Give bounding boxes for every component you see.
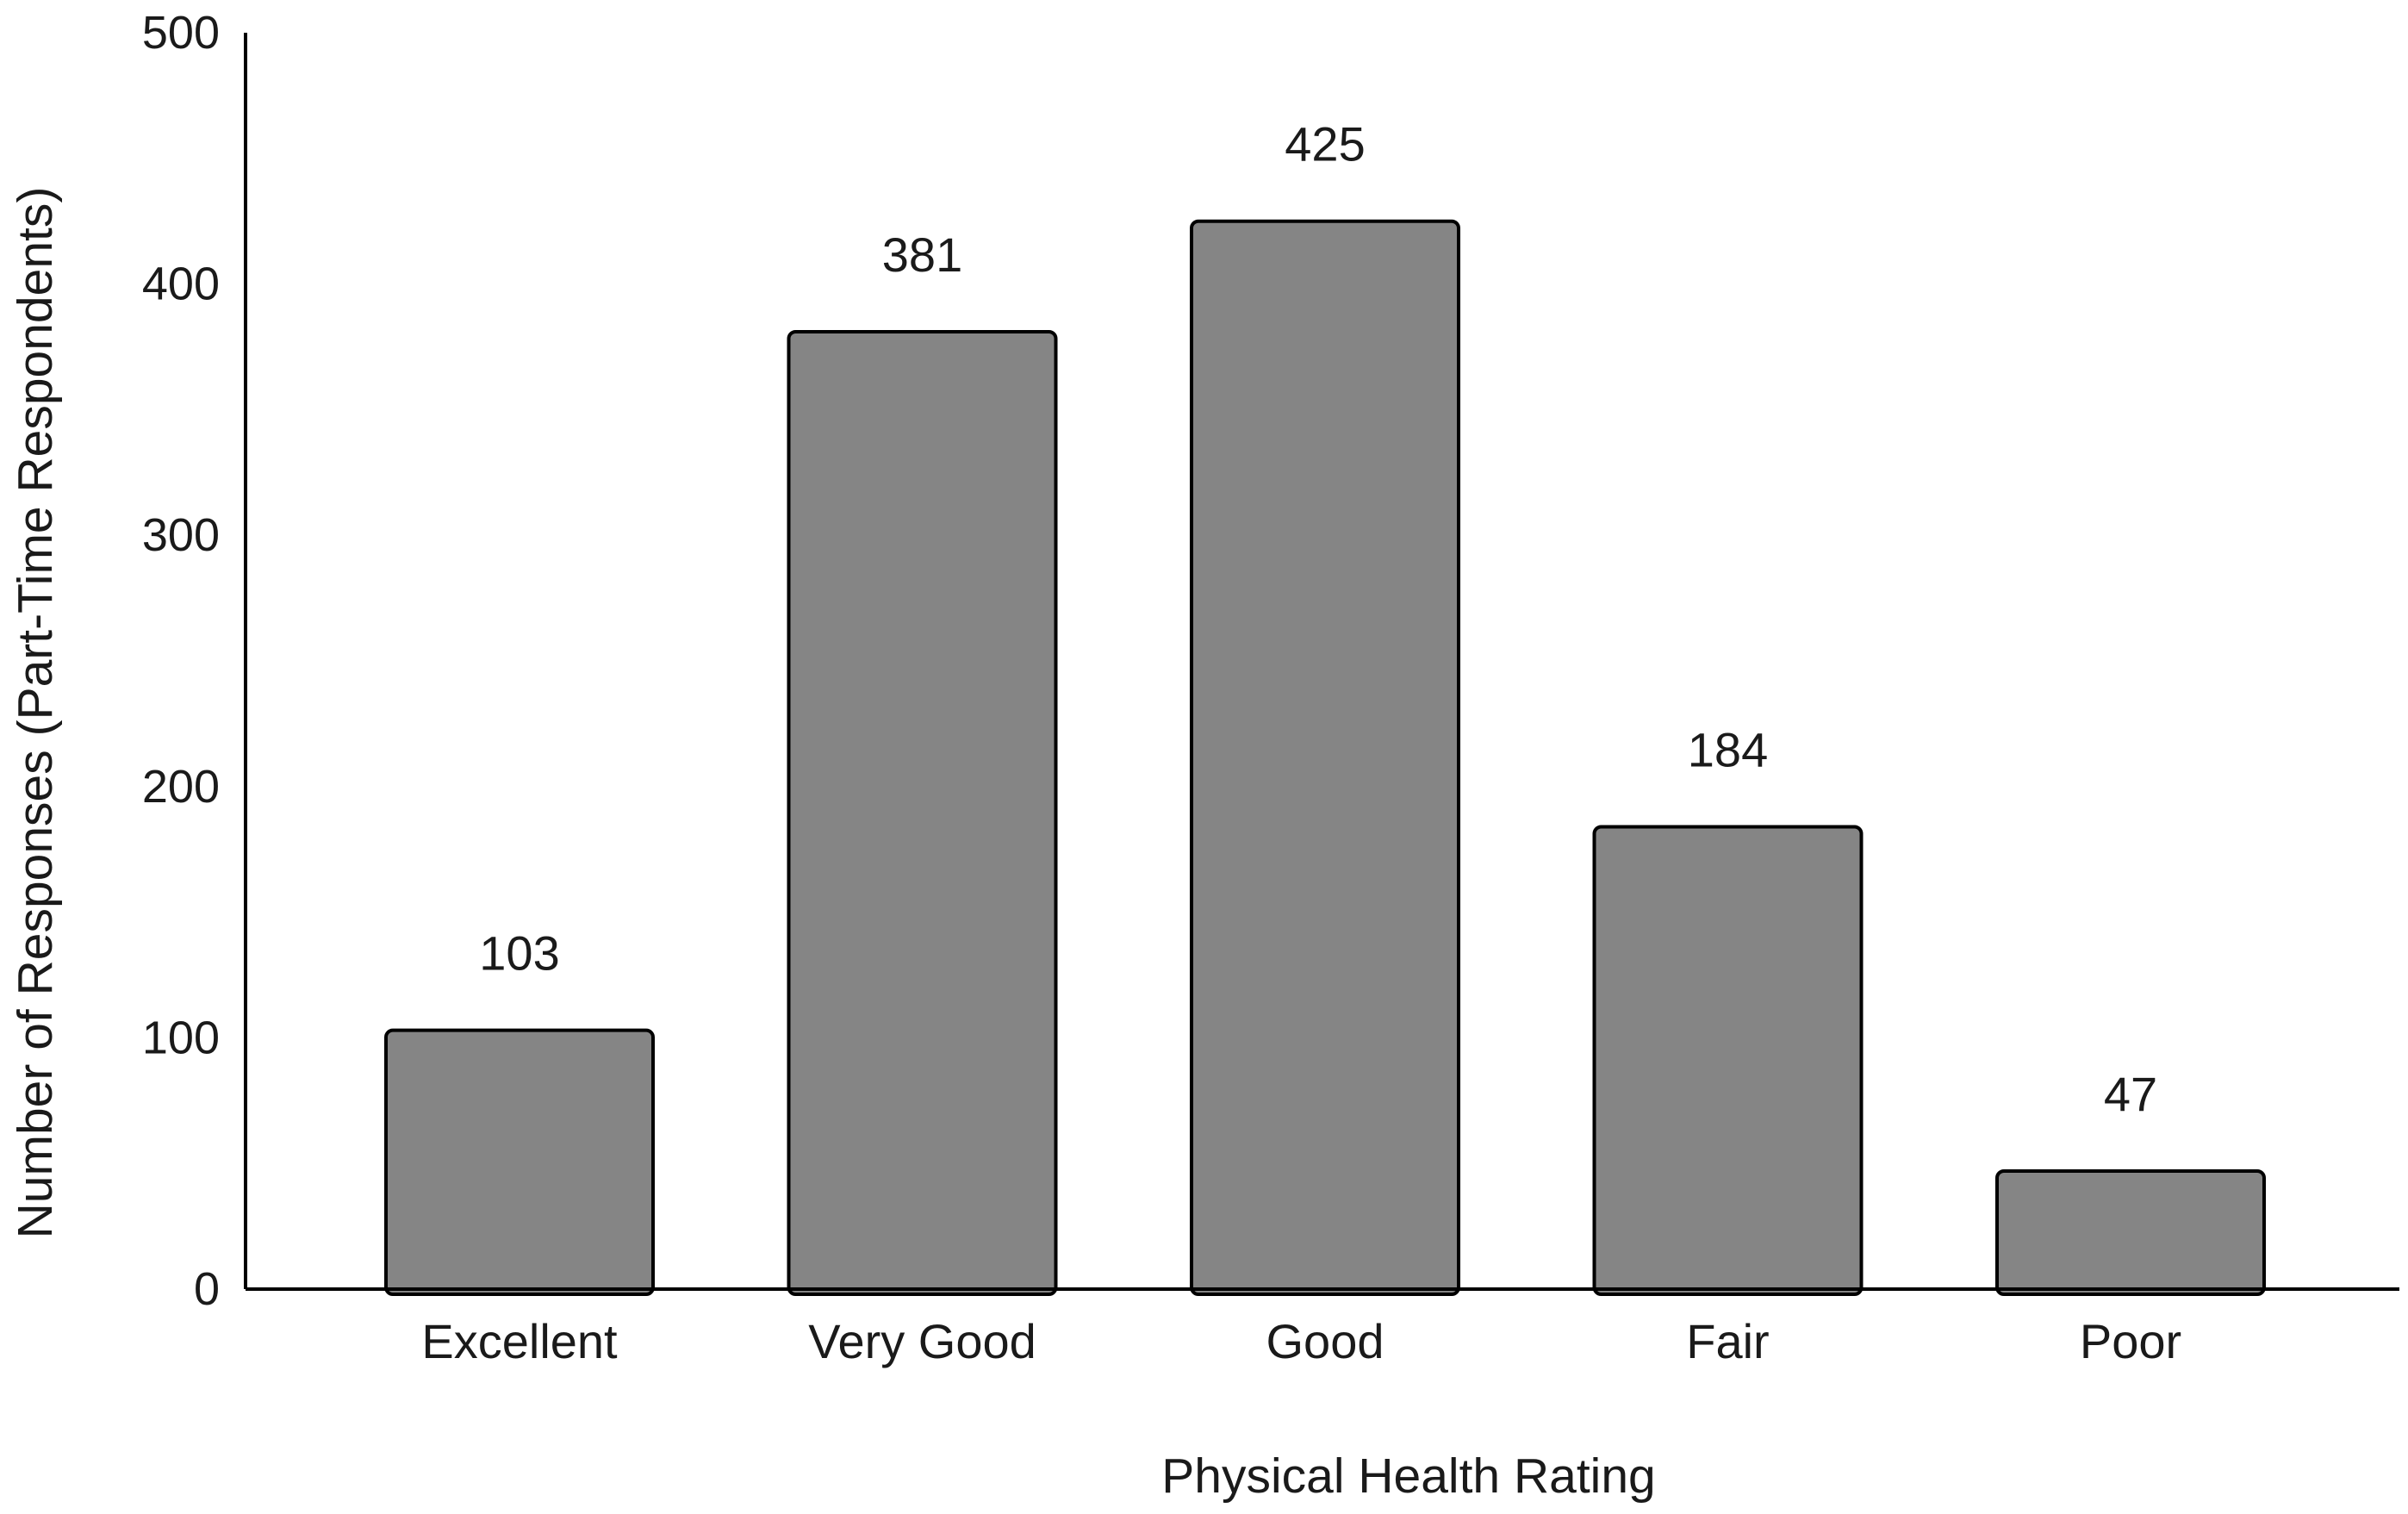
y-tick-label: 400	[142, 259, 220, 310]
y-axis-title: Number of Responses (Part-Time Responden…	[8, 187, 63, 1239]
bar-poor	[1995, 1168, 2266, 1296]
y-tick-label: 500	[142, 7, 220, 59]
y-tick-label: 300	[142, 509, 220, 561]
data-labels: 103 381 425 184 47	[479, 117, 2157, 1121]
data-label: 103	[479, 926, 559, 981]
bars	[384, 219, 2266, 1297]
y-tick-label: 0	[194, 1263, 220, 1315]
data-label: 425	[1285, 117, 1365, 171]
y-tick-label: 200	[142, 761, 220, 813]
bar-excellent	[384, 1028, 655, 1296]
x-tick-label: Fair	[1686, 1314, 1769, 1368]
bar-very-good	[787, 330, 1058, 1296]
data-label: 47	[2104, 1067, 2157, 1121]
y-axis-ticks: 0 100 200 300 400 500	[142, 7, 220, 1315]
x-tick-label: Excellent	[421, 1314, 618, 1368]
data-label: 381	[882, 227, 962, 282]
data-label: 184	[1688, 722, 1768, 776]
x-tick-label: Good	[1266, 1314, 1384, 1368]
bar-fair	[1592, 825, 1864, 1296]
x-tick-label: Very Good	[808, 1314, 1036, 1368]
x-axis-category-labels: Excellent Very Good Good Fair Poor	[421, 1314, 2181, 1368]
x-axis-title: Physical Health Rating	[1161, 1449, 1655, 1504]
bar-good	[1190, 219, 1460, 1297]
x-tick-label: Poor	[2080, 1314, 2181, 1368]
y-tick-label: 100	[142, 1012, 220, 1063]
